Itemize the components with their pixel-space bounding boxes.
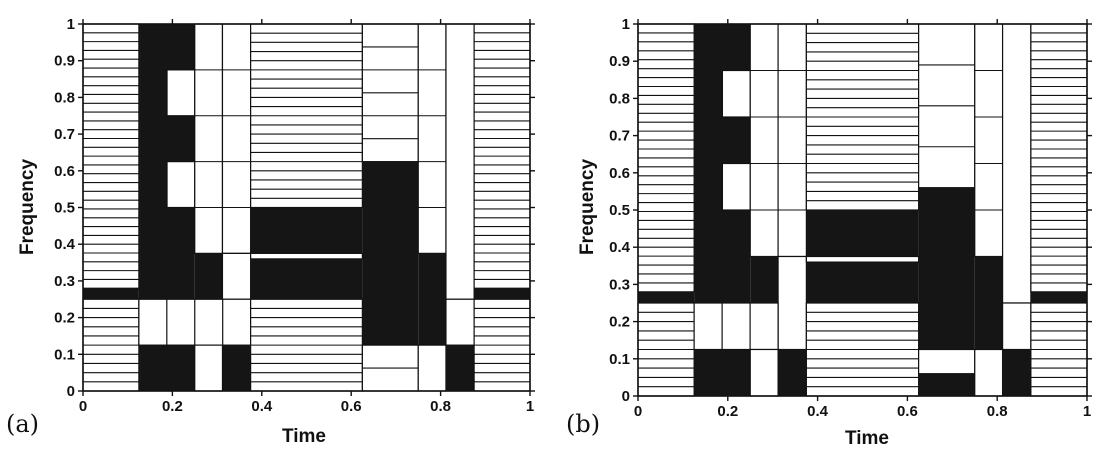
panel-a-y-tick-label: 0.7 [54, 126, 75, 143]
panel-a-tile [445, 345, 475, 391]
panel-a-tile [418, 253, 446, 346]
panel-b-y-tick-label: 0.3 [609, 276, 630, 293]
panel-a-tile [83, 288, 139, 300]
panel-a-tile [166, 69, 196, 117]
panel-a-y-tick-label: 0.6 [54, 163, 75, 180]
panel-a-tile [166, 161, 196, 209]
panel-b-tile [1001, 302, 1032, 351]
panel-b-tile [918, 348, 976, 375]
panel-a-tile [194, 253, 223, 300]
panel-a-y-tick-label: 0.2 [54, 310, 75, 327]
panel-b-tile [974, 23, 1004, 258]
panel-b-tile [693, 302, 779, 351]
panel-b-tile [749, 23, 779, 258]
panel-b-y-tick-label: 0.7 [609, 128, 630, 145]
panel-a-x-tick-label: 0 [79, 398, 87, 415]
panel-b-x-tick-label: 0.8 [987, 403, 1008, 420]
panel-b-x-axis: 0 0.2 0.4 0.6 0.8 1 [634, 19, 1091, 420]
panel-a-tile [250, 252, 363, 260]
panel-b: 0 0.1 0.2 0.3 0.4 0.5 0.6 0.7 0.8 0.9 1 0 0.2 0.4 0.6 0… [560, 0, 1105, 449]
panel-b-tile [918, 187, 975, 350]
panel-b-tile [1030, 291, 1087, 303]
panel-a-y-tick-label: 0.1 [54, 346, 75, 363]
panel-b-tile [721, 162, 751, 211]
panel-a-x-tick-label: 0.6 [341, 398, 362, 415]
panel-a-tile [362, 161, 419, 346]
panel-b-tile [974, 256, 1003, 350]
panel-b-tile [638, 291, 695, 303]
panel-b-tile [749, 348, 779, 397]
panel-b-tile [777, 255, 807, 351]
panel-a-y-tick-label: 0.9 [54, 53, 75, 70]
panel-b-y-tick-label: 0.5 [609, 202, 630, 219]
panel-b-tile [721, 69, 751, 118]
panel-b-tile [805, 255, 920, 263]
panel-b-chart: 00.10.20.30.40.50.60.70.80.910 0.2 0.4 0.6 0… [609, 16, 1092, 420]
panel-a-x-axis: 0 0.2 0.4 0.6 0.8 1 [79, 19, 534, 415]
panel-b-y-axis-title: Frequency [577, 158, 598, 256]
panel-a: 0 0.1 0.2 0.3 0.4 0.5 0.6 0.7 0.8 0.9 1 0 0.2 0.4 0.6 0… [0, 0, 550, 448]
panel-b-y-tick-label: 0.9 [609, 53, 630, 70]
panel-b-y-tick-label: 0 [622, 388, 630, 405]
panel-b-x-tick-label: 1 [1083, 403, 1091, 420]
panel-a-y-tick-label: 0.4 [54, 236, 76, 253]
panel-b-tile [1001, 23, 1032, 304]
panel-a-x-tick-label: 0.8 [430, 398, 451, 415]
panel-b-x-tick-label: 0.6 [897, 403, 918, 420]
panel-a-tile [222, 345, 251, 391]
panel-a-x-tick-label: 0.4 [251, 398, 273, 415]
panel-a-chart: 00.10.20.30.40.50.60.70.80.910 0.2 0.4 0.6 0… [54, 16, 535, 415]
panel-a-tile [445, 298, 475, 346]
panel-b-tile [777, 23, 807, 258]
panel-a-y-tick-label: 0 [67, 383, 75, 400]
panel-a-x-axis-title: Time [282, 426, 327, 447]
panel-a-tile [417, 344, 447, 392]
panel-a-y-tick-label: 1 [67, 16, 75, 33]
panel-b-tile [778, 349, 807, 396]
panel-a-y-axis-title: Frequency [17, 158, 38, 256]
panel-a-x-tick-label: 1 [526, 398, 534, 415]
panel-b-y-tick-label: 0.6 [609, 165, 630, 182]
panel-b-y-tick-label: 1 [622, 16, 630, 33]
panel-a-x-tick-label: 0.2 [162, 398, 183, 415]
panel-a-tile [445, 23, 475, 300]
panel-b-x-tick-label: 0.2 [717, 403, 738, 420]
panel-a-tile [474, 288, 530, 300]
panel-a-y-tick-label: 0.5 [54, 200, 75, 217]
panel-b-y-tick-label: 0.2 [609, 314, 630, 331]
panel-b-y-tick-label: 0.1 [609, 351, 630, 368]
panel-a-y-axis: 0 0.1 0.2 0.3 0.4 0.5 0.6 0.7 0.8 0.9 1 [54, 16, 535, 400]
panel-b-x-tick-label: 0 [634, 403, 642, 420]
panel-a-y-tick-label: 0.3 [54, 273, 75, 290]
panel-b-x-axis-title: Time [845, 428, 890, 449]
panel-b-y-tick-label: 0.8 [609, 90, 630, 107]
panel-b-y-tick-label: 0.4 [609, 239, 631, 256]
panel-b-tile [750, 256, 779, 303]
panel-b-y-axis: 0 0.1 0.2 0.3 0.4 0.5 0.6 0.7 0.8 0.9 1 [609, 16, 1092, 405]
panel-a-tile [221, 23, 252, 254]
panel-b-tile [1002, 349, 1031, 396]
panel-b-tile [918, 373, 975, 396]
panel-a-tiles [82, 23, 531, 392]
panel-a-y-tick-label: 0.8 [54, 89, 75, 106]
panel-a-tile [417, 23, 447, 254]
panel-a-tile [194, 344, 224, 392]
panel-a-tile [221, 252, 252, 300]
panel-a-tile [194, 23, 224, 254]
panel-b-tile [974, 348, 1004, 397]
panel-b-x-tick-label: 0.4 [807, 403, 829, 420]
panel-b-label: (b) [566, 410, 601, 438]
panel-a-label: (a) [6, 410, 40, 438]
panel-b-tiles [637, 23, 1088, 397]
